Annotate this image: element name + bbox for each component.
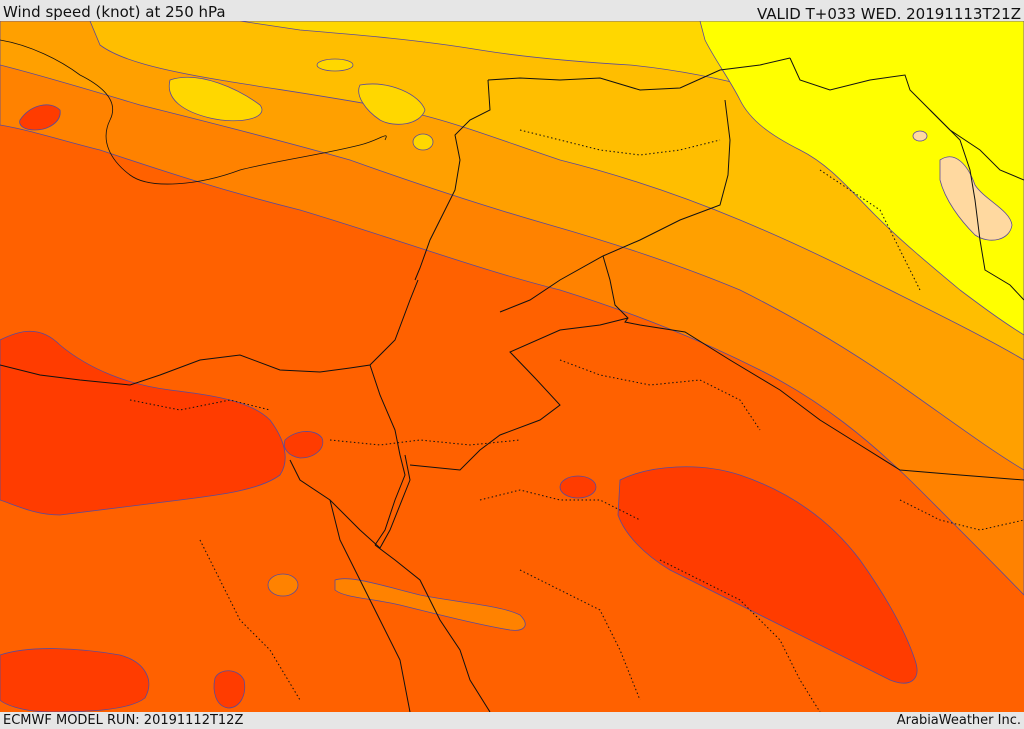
wind-core-west	[0, 330, 286, 516]
wind-core-south	[0, 648, 150, 712]
map-title: Wind speed (knot) at 250 hPa	[3, 3, 226, 21]
wind-streak-small	[267, 573, 299, 597]
wind-island-b	[358, 83, 426, 125]
valid-time: VALID T+033 WED. 20191113T21Z	[756, 5, 1021, 23]
wind-core-small-4	[19, 104, 61, 131]
admin-borders	[129, 129, 1024, 712]
model-run-label: ECMWF MODEL RUN: 20191112T12Z	[3, 713, 244, 728]
wind-island-a	[168, 76, 263, 122]
wind-island-d	[412, 133, 434, 151]
wind-streak-redsea	[334, 578, 526, 631]
wind-core-east	[617, 466, 918, 684]
wind-patch-small	[912, 130, 928, 142]
provider-label: ArabiaWeather Inc.	[896, 713, 1021, 728]
wind-core-small-1	[283, 431, 324, 459]
coastline-north	[0, 39, 387, 185]
wind-band-7	[699, 21, 1024, 336]
wind-patch-light	[939, 156, 1013, 241]
wind-speed-map	[0, 21, 1024, 712]
wind-core-small-2	[559, 475, 597, 499]
wind-core-small-3	[213, 670, 246, 709]
wind-island-c	[316, 58, 354, 72]
country-borders	[0, 57, 1024, 712]
